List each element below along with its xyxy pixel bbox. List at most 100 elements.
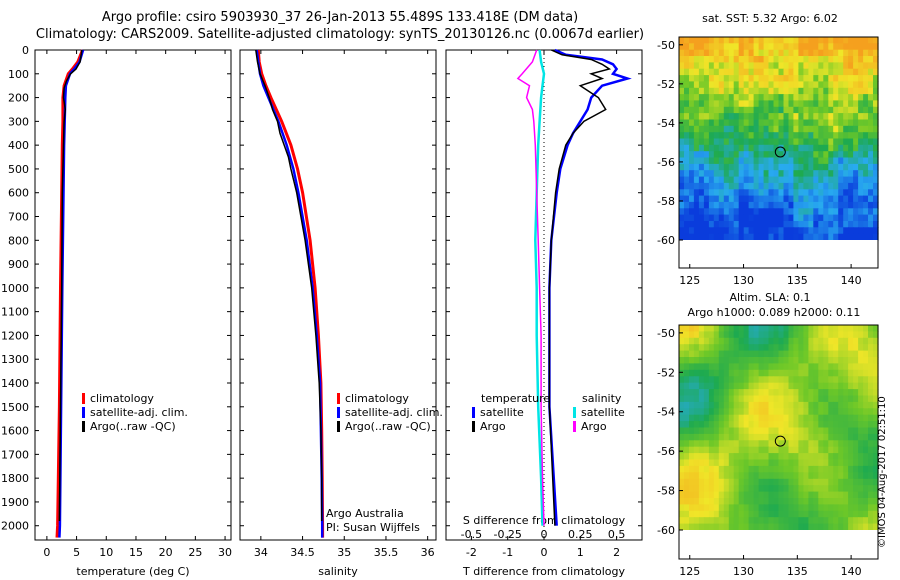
sst-map-cell bbox=[828, 233, 834, 241]
sla-map-cell bbox=[778, 401, 785, 409]
sla-map-cell bbox=[713, 331, 720, 339]
sla-map-cell bbox=[728, 485, 735, 493]
sst-map-cell bbox=[793, 144, 799, 152]
sla-map-cell bbox=[808, 401, 814, 409]
sla-map-cell bbox=[778, 421, 785, 429]
sst-map-cell bbox=[838, 233, 844, 241]
sst-map-cell bbox=[768, 94, 775, 101]
sla-map-cell bbox=[868, 369, 874, 377]
sla-map-cell bbox=[684, 401, 690, 409]
sla-map-cell bbox=[773, 485, 780, 493]
sla-map-cell bbox=[858, 331, 864, 339]
sst-map-cell bbox=[843, 182, 849, 190]
sst-map-cell bbox=[873, 170, 879, 178]
sst-map-cell bbox=[763, 113, 770, 120]
sla-map-cell bbox=[818, 465, 824, 473]
sla-map-cell bbox=[684, 440, 690, 448]
sst-map-cell bbox=[693, 182, 700, 190]
sst-map-cell bbox=[838, 81, 844, 89]
sla-map-cell bbox=[858, 376, 864, 384]
sst-map-cell bbox=[743, 233, 750, 241]
sla-map-frame bbox=[678, 324, 879, 560]
sst-map-cell bbox=[718, 37, 725, 44]
sst-map-cell bbox=[753, 195, 760, 203]
sla-map-cell bbox=[793, 459, 799, 467]
sst-map-cell bbox=[748, 170, 755, 178]
sla-map-cell bbox=[838, 498, 844, 505]
sst-map-cell bbox=[689, 163, 695, 171]
sla-map-cell bbox=[848, 382, 854, 390]
sst-map-cell bbox=[793, 56, 799, 63]
sst-map-cell bbox=[684, 125, 690, 133]
sla-map-cell bbox=[823, 357, 829, 364]
sst-map-cell bbox=[713, 208, 720, 216]
sst-map-cell bbox=[738, 49, 745, 57]
sst-map-cell bbox=[823, 75, 829, 82]
sla-map-cell bbox=[713, 350, 720, 358]
sla-map-cell bbox=[873, 363, 879, 371]
sst-map-cell bbox=[803, 49, 809, 57]
plot-frame-2 bbox=[239, 49, 437, 541]
sst-map-cell bbox=[768, 144, 775, 152]
sla-map-cell bbox=[813, 350, 819, 358]
sla-map-cell bbox=[853, 363, 859, 371]
sla-map-cell bbox=[833, 325, 839, 332]
sla-map-cell bbox=[788, 369, 795, 377]
sst-map-cell bbox=[808, 221, 814, 228]
sst-map-cell bbox=[763, 195, 770, 203]
sst-map-cell bbox=[873, 182, 879, 190]
sst-map-cell bbox=[798, 182, 804, 190]
sla-map-cell bbox=[684, 465, 690, 473]
sst-map-cell bbox=[868, 214, 874, 222]
sst-map-cell bbox=[748, 87, 755, 95]
sst-map-cell bbox=[723, 75, 730, 82]
sla-map-cell bbox=[778, 363, 785, 371]
y-tick-label: 1500 bbox=[1, 401, 29, 414]
sdiff-legend-swatch bbox=[573, 421, 576, 432]
x-tick-label: 34.5 bbox=[290, 546, 315, 559]
sst-map-cell bbox=[693, 201, 700, 209]
sst-map-cell bbox=[868, 163, 874, 171]
sst-map-cell bbox=[728, 214, 735, 222]
sst-map-cell bbox=[828, 227, 834, 235]
sst-map-cell bbox=[848, 100, 854, 108]
sst-map-cell bbox=[768, 62, 775, 70]
sla-map-cell bbox=[773, 325, 780, 332]
sla-map-cell bbox=[679, 376, 685, 384]
sla-map-cell bbox=[803, 369, 809, 377]
sla-map-cell bbox=[733, 389, 740, 397]
sla-map-cell bbox=[689, 485, 695, 493]
sla-map-cell bbox=[768, 517, 775, 525]
sla-map-cell bbox=[788, 504, 795, 512]
sla-map-cell bbox=[863, 401, 869, 409]
sst-map-cell bbox=[753, 75, 760, 82]
sst-map-cell bbox=[823, 151, 829, 159]
sla-map-cell bbox=[818, 414, 824, 422]
sla-map-cell bbox=[684, 376, 690, 384]
sst-map-cell bbox=[703, 214, 710, 222]
sst-map-cell bbox=[838, 75, 844, 82]
sla-map-cell bbox=[793, 401, 799, 409]
sst-map-cell bbox=[848, 75, 854, 82]
sst-map-cell bbox=[833, 43, 839, 51]
sst-map-cell bbox=[848, 151, 854, 159]
sst-map-cell bbox=[758, 189, 765, 197]
sla-map-cell bbox=[738, 504, 745, 512]
sst-map-cell bbox=[818, 56, 824, 63]
sst-map-cell bbox=[783, 176, 790, 184]
sla-map-cell bbox=[689, 427, 695, 435]
sst-map-cell bbox=[738, 75, 745, 82]
sla-map-cell bbox=[743, 350, 750, 358]
sla-map-cell bbox=[838, 510, 844, 518]
sst-map-cell bbox=[733, 56, 740, 63]
sla-map-cell bbox=[679, 344, 685, 352]
sla-map-cell bbox=[868, 395, 874, 403]
sla-map-cell bbox=[718, 504, 725, 512]
sla-map-cell bbox=[818, 478, 824, 486]
sst-map-cell bbox=[679, 182, 685, 190]
sla-map-cell bbox=[813, 421, 819, 429]
sla-map-cell bbox=[773, 376, 780, 384]
sla-map-cell bbox=[763, 350, 770, 358]
sst-map-cell bbox=[763, 233, 770, 241]
sst-map-cell bbox=[728, 68, 735, 76]
